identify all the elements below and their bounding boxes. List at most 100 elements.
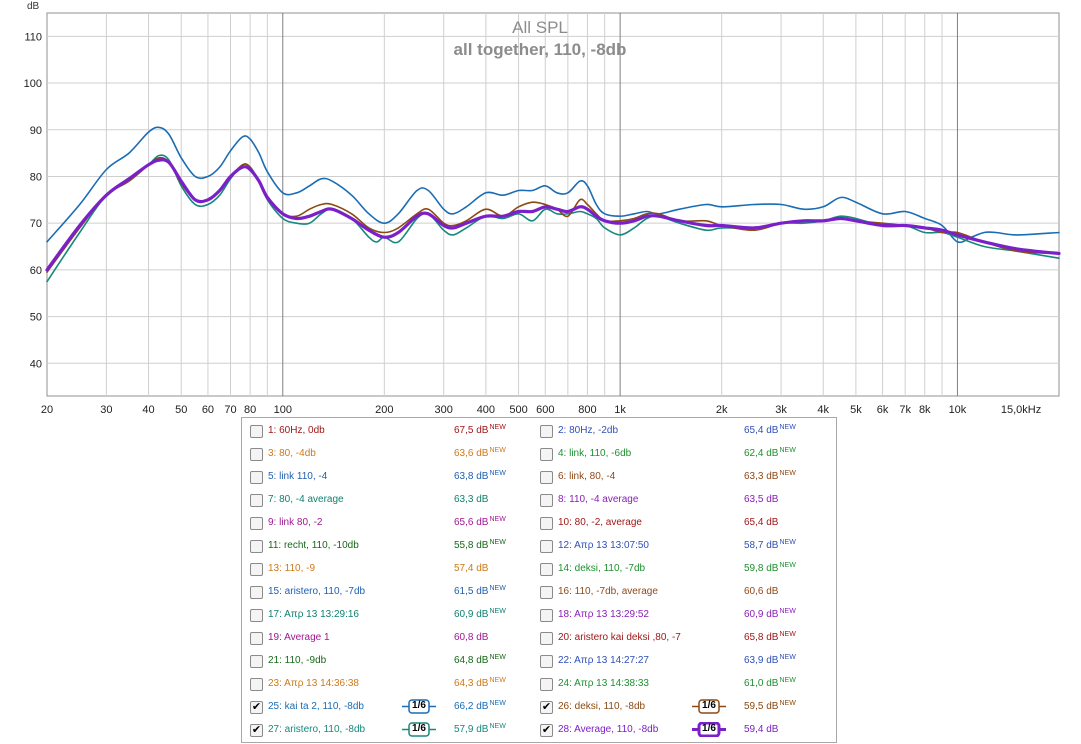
legend-value: 67,5 dBNEW xyxy=(454,424,506,436)
x-tick-label: 5k xyxy=(850,404,862,416)
new-badge: NEW xyxy=(779,539,796,546)
visibility-checkbox[interactable]: ✔ xyxy=(540,724,553,737)
legend-value: 63,9 dBNEW xyxy=(744,654,796,666)
legend-entry[interactable]: 17: Απρ 13 13:29:16 60,9 dBNEW xyxy=(242,604,534,627)
visibility-checkbox[interactable] xyxy=(250,425,263,438)
visibility-checkbox[interactable] xyxy=(250,471,263,484)
legend-value: 60,9 dBNEW xyxy=(454,608,506,620)
legend-entry[interactable]: 15: aristero, 110, -7db 61,5 dBNEW xyxy=(242,581,534,604)
x-tick-label: 6k xyxy=(877,404,889,416)
legend-entry[interactable]: 20: aristero kai deksi ,80, -7 65,8 dBNEW xyxy=(532,627,824,650)
visibility-checkbox[interactable] xyxy=(540,494,553,507)
legend-entry[interactable]: 8: 110, -4 average 63,5 dB xyxy=(532,489,824,512)
visibility-checkbox[interactable] xyxy=(250,448,263,461)
visibility-checkbox[interactable] xyxy=(540,517,553,530)
smoothing-indicator[interactable]: 1/6 xyxy=(692,699,726,714)
visibility-checkbox[interactable] xyxy=(250,655,263,668)
visibility-checkbox[interactable] xyxy=(250,586,263,599)
new-badge: NEW xyxy=(779,608,796,615)
legend-entry[interactable]: 23: Απρ 13 14:36:38 64,3 dBNEW xyxy=(242,673,534,696)
legend-value: 59,5 dBNEW xyxy=(744,700,796,712)
x-tick-label: 60 xyxy=(202,404,214,416)
new-badge: NEW xyxy=(779,700,796,707)
legend-entry[interactable]: 1: 60Hz, 0db 67,5 dBNEW xyxy=(242,420,534,443)
visibility-checkbox[interactable] xyxy=(540,586,553,599)
x-tick-label: 40 xyxy=(142,404,154,416)
legend-value-text: 60,9 dB xyxy=(744,609,779,620)
legend-value: 59,4 dB xyxy=(744,724,778,735)
x-tick-label: 15,0kHz xyxy=(1001,404,1041,416)
x-tick-label: 100 xyxy=(274,404,292,416)
legend-entry[interactable]: 16: 110, -7db, average 60,6 dB xyxy=(532,581,824,604)
visibility-checkbox[interactable] xyxy=(540,655,553,668)
legend-value-text: 62,4 dB xyxy=(744,448,779,459)
x-tick-label: 7k xyxy=(899,404,911,416)
legend-entry[interactable]: 22: Απρ 13 14:27:27 63,9 dBNEW xyxy=(532,650,824,673)
visibility-checkbox[interactable] xyxy=(540,678,553,691)
legend-entry[interactable]: 11: recht, 110, -10db 55,8 dBNEW xyxy=(242,535,534,558)
legend-value-text: 67,5 dB xyxy=(454,425,489,436)
x-tick-label: 20 xyxy=(41,404,53,416)
legend-entry[interactable]: 5: link 110, -4 63,8 dBNEW xyxy=(242,466,534,489)
new-badge: NEW xyxy=(489,677,506,684)
visibility-checkbox[interactable] xyxy=(540,448,553,461)
legend-entry[interactable]: ✔ 27: aristero, 110, -8db 1/6 57,9 dBNEW xyxy=(242,719,534,742)
visibility-checkbox[interactable] xyxy=(250,609,263,622)
x-tick-label: 70 xyxy=(224,404,236,416)
legend-entry[interactable]: 4: link, 110, -6db 62,4 dBNEW xyxy=(532,443,824,466)
legend-value: 61,0 dBNEW xyxy=(744,677,796,689)
smoothing-indicator[interactable]: 1/6 xyxy=(402,722,436,737)
legend-entry[interactable]: 19: Average 1 60,8 dB xyxy=(242,627,534,650)
visibility-checkbox[interactable]: ✔ xyxy=(540,701,553,714)
visibility-checkbox[interactable] xyxy=(250,632,263,645)
visibility-checkbox[interactable] xyxy=(250,563,263,576)
legend-label: 22: Απρ 13 14:27:27 xyxy=(558,655,649,666)
visibility-checkbox[interactable] xyxy=(540,563,553,576)
x-tick-label: 1k xyxy=(614,404,626,416)
smoothing-indicator[interactable]: 1/6 xyxy=(402,699,436,714)
visibility-checkbox[interactable] xyxy=(250,678,263,691)
legend-entry[interactable]: ✔ 28: Average, 110, -8db 1/6 59,4 dB xyxy=(532,719,824,742)
legend-entry[interactable]: 14: deksi, 110, -7db 59,8 dBNEW xyxy=(532,558,824,581)
legend-entry[interactable]: ✔ 25: kai ta 2, 110, -8db 1/6 66,2 dBNEW xyxy=(242,696,534,719)
legend-entry[interactable]: 7: 80, -4 average 63,3 dB xyxy=(242,489,534,512)
legend-entry[interactable]: 18: Απρ 13 13:29:52 60,9 dBNEW xyxy=(532,604,824,627)
series-line xyxy=(45,158,1061,272)
legend-value: 59,8 dBNEW xyxy=(744,562,796,574)
y-tick-label: 100 xyxy=(24,78,42,90)
legend-label: 9: link 80, -2 xyxy=(268,517,323,528)
legend-entry[interactable]: 12: Απρ 13 13:07:50 58,7 dBNEW xyxy=(532,535,824,558)
legend-entry[interactable]: 24: Απρ 13 14:38:33 61,0 dBNEW xyxy=(532,673,824,696)
legend-value-text: 60,9 dB xyxy=(454,609,489,620)
major-gridlines xyxy=(282,13,958,396)
legend-entry[interactable]: 13: 110, -9 57,4 dB xyxy=(242,558,534,581)
visibility-checkbox[interactable]: ✔ xyxy=(250,724,263,737)
legend-entry[interactable]: ✔ 26: deksi, 110, -8db 1/6 59,5 dBNEW xyxy=(532,696,824,719)
visibility-checkbox[interactable] xyxy=(540,425,553,438)
legend-entry[interactable]: 21: 110, -9db 64,8 dBNEW xyxy=(242,650,534,673)
visibility-checkbox[interactable] xyxy=(250,517,263,530)
legend-label: 15: aristero, 110, -7db xyxy=(268,586,366,597)
visibility-checkbox[interactable] xyxy=(250,540,263,553)
smoothing-label: 1/6 xyxy=(412,723,426,734)
visibility-checkbox[interactable] xyxy=(250,494,263,507)
legend-entry[interactable]: 10: 80, -2, average 65,4 dB xyxy=(532,512,824,535)
visibility-checkbox[interactable] xyxy=(540,471,553,484)
legend-entry[interactable]: 3: 80, -4db 63,6 dBNEW xyxy=(242,443,534,466)
legend-label: 2: 80Hz, -2db xyxy=(558,425,619,436)
x-tick-label: 3k xyxy=(775,404,787,416)
legend-entry[interactable]: 9: link 80, -2 65,6 dBNEW xyxy=(242,512,534,535)
visibility-checkbox[interactable] xyxy=(540,540,553,553)
smoothing-indicator[interactable]: 1/6 xyxy=(692,722,726,737)
legend-entry[interactable]: 6: link, 80, -4 63,3 dBNEW xyxy=(532,466,824,489)
minor-gridlines xyxy=(47,13,1059,396)
legend-entry[interactable]: 2: 80Hz, -2db 65,4 dBNEW xyxy=(532,420,824,443)
visibility-checkbox[interactable] xyxy=(540,609,553,622)
legend-value-text: 63,8 dB xyxy=(454,471,489,482)
legend-row: 7: 80, -4 average 63,3 dB 8: 110, -4 avera… xyxy=(242,489,836,512)
visibility-checkbox[interactable]: ✔ xyxy=(250,701,263,714)
visibility-checkbox[interactable] xyxy=(540,632,553,645)
legend-label: 25: kai ta 2, 110, -8db xyxy=(268,701,364,712)
legend-row: ✔ 25: kai ta 2, 110, -8db 1/6 66,2 dBNEW ✔ 26… xyxy=(242,696,836,719)
legend-label: 24: Απρ 13 14:38:33 xyxy=(558,678,649,689)
